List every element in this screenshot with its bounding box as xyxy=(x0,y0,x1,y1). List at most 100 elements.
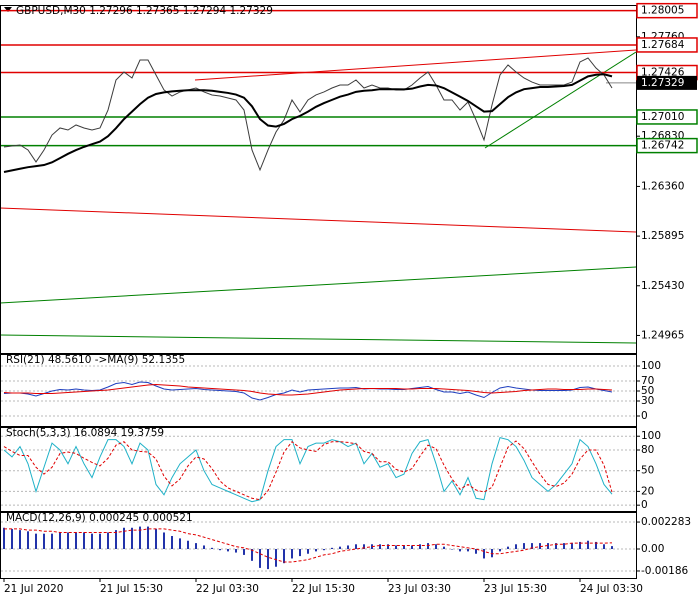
histogram-bar xyxy=(595,541,597,550)
histogram-bar xyxy=(475,549,477,554)
histogram-bar xyxy=(507,546,509,550)
histogram-bar xyxy=(531,543,533,550)
histogram-bar xyxy=(579,541,581,550)
histogram-bar xyxy=(35,533,37,550)
trend-line xyxy=(194,49,637,81)
histogram-bar xyxy=(267,549,269,570)
histogram-bar xyxy=(587,540,589,550)
histogram-bar xyxy=(291,549,293,559)
level-label: 1.27684 xyxy=(641,39,685,51)
x-tick-label: 21 Jul 2020 xyxy=(4,583,63,595)
histogram-bar xyxy=(307,549,309,554)
histogram-bar xyxy=(3,527,5,550)
x-tick-label: 23 Jul 15:30 xyxy=(484,583,547,595)
y-tick-label: 100 xyxy=(641,360,661,372)
x-tick-label: 21 Jul 15:30 xyxy=(100,583,163,595)
histogram-bar xyxy=(219,549,221,551)
histogram-bar xyxy=(51,533,53,550)
histogram-bar xyxy=(19,530,21,550)
y-tick-label: 0 xyxy=(641,499,648,511)
histogram-bar xyxy=(539,543,541,550)
x-tick-label: 22 Jul 03:30 xyxy=(196,583,259,595)
y-tick-label: 1.25895 xyxy=(641,230,684,242)
y-tick-label: 0.002283 xyxy=(641,516,691,528)
histogram-bar xyxy=(571,543,573,550)
panel-title: GBPUSD,M30 1.27296 1.27365 1.27294 1.273… xyxy=(16,5,273,17)
histogram-bar xyxy=(275,549,277,567)
histogram-bar xyxy=(203,545,205,550)
trend-line xyxy=(0,207,637,233)
x-tick-label: 22 Jul 15:30 xyxy=(292,583,355,595)
y-tick-label: 1.24965 xyxy=(641,329,684,341)
histogram-bar xyxy=(347,545,349,550)
histogram-bar xyxy=(459,549,461,552)
panel-frame xyxy=(0,512,637,579)
level-label-box xyxy=(636,109,698,125)
histogram-bar xyxy=(467,549,469,552)
histogram-bar xyxy=(379,544,381,550)
x-tick-label: 23 Jul 03:30 xyxy=(388,583,451,595)
histogram-bar xyxy=(139,526,141,550)
histogram-bar xyxy=(99,533,101,550)
panel-title: MACD(12,26,9) 0.000245 0.000521 xyxy=(6,512,193,524)
trend-line xyxy=(0,266,637,304)
histogram-bar xyxy=(259,549,261,568)
histogram-bar xyxy=(227,549,229,552)
y-tick-label: 70 xyxy=(641,375,654,387)
y-tick-label: -0.00186 xyxy=(641,565,689,577)
histogram-bar xyxy=(331,547,333,550)
level-label: 1.27426 xyxy=(641,67,685,79)
histogram-bar xyxy=(123,527,125,550)
series-line xyxy=(3,436,613,503)
histogram-bar xyxy=(515,544,517,550)
y-tick-label: 0 xyxy=(641,410,648,422)
histogram-bar xyxy=(179,538,181,550)
trend-line xyxy=(484,51,637,149)
histogram-bar xyxy=(171,536,173,550)
y-tick-label: 1.25430 xyxy=(641,280,684,292)
histogram-bar xyxy=(555,543,557,550)
last-price-box xyxy=(637,75,697,90)
histogram-bar xyxy=(339,546,341,550)
y-tick-label: 30 xyxy=(641,395,654,407)
histogram-bar xyxy=(603,544,605,550)
histogram-bar xyxy=(491,549,493,558)
histogram-bar xyxy=(363,544,365,550)
y-tick-label: 50 xyxy=(641,465,654,477)
histogram-bar xyxy=(403,545,405,550)
histogram-bar xyxy=(443,546,445,550)
histogram-bar xyxy=(387,544,389,550)
histogram-bar xyxy=(91,533,93,550)
histogram-bar xyxy=(107,532,109,550)
histogram-bar xyxy=(547,543,549,550)
histogram-bar xyxy=(523,543,525,550)
panel-frame xyxy=(0,427,637,512)
histogram-bar xyxy=(27,531,29,550)
x-tick-label: 24 Jul 03:30 xyxy=(580,583,643,595)
level-label-box xyxy=(636,137,698,154)
histogram-bar xyxy=(67,532,69,550)
series-line xyxy=(4,528,613,563)
series-line xyxy=(3,440,613,501)
title-marker xyxy=(4,7,12,12)
y-tick-label: 50 xyxy=(641,385,654,397)
histogram-bar xyxy=(147,526,149,550)
histogram-bar xyxy=(195,543,197,550)
histogram-bar xyxy=(283,549,285,564)
histogram-bar xyxy=(235,549,237,553)
last-price-label: 1.27329 xyxy=(641,77,684,89)
histogram-bar xyxy=(451,549,453,550)
histogram-bar xyxy=(563,543,565,550)
level-label: 1.27010 xyxy=(641,111,684,123)
histogram-bar xyxy=(59,532,61,550)
histogram-bar xyxy=(11,528,13,550)
y-tick-label: 20 xyxy=(641,485,654,497)
trend-line xyxy=(0,334,637,344)
histogram-bar xyxy=(243,549,245,555)
histogram-bar xyxy=(155,528,157,550)
trend-lines xyxy=(0,49,637,344)
histogram-bar xyxy=(355,544,357,550)
level-label-box xyxy=(636,2,698,19)
y-tick-label: 80 xyxy=(641,444,654,456)
